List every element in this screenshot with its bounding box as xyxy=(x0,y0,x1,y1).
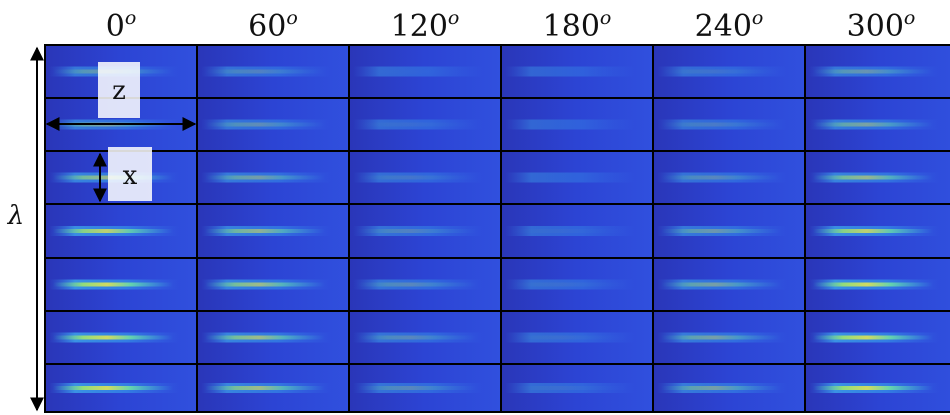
signal-core xyxy=(661,335,781,340)
signal-core xyxy=(813,282,933,287)
signal-core xyxy=(53,335,173,340)
signal-core xyxy=(357,386,477,390)
header-value: 240 xyxy=(695,9,752,44)
column-header: 0o xyxy=(106,7,137,44)
header-value: 180 xyxy=(543,9,600,44)
column-headers: 0o 60o 120o 180o 240o 300o xyxy=(106,7,916,44)
signal-core xyxy=(813,69,933,74)
signal-core xyxy=(357,335,477,340)
header-superscript: o xyxy=(125,7,136,29)
signal-core xyxy=(509,229,629,233)
column-header: 60o xyxy=(248,7,298,44)
signal-glow xyxy=(505,172,635,183)
cell-border xyxy=(804,363,950,413)
signal-core xyxy=(813,386,933,390)
signal-core xyxy=(661,69,781,74)
column-header: 240o xyxy=(695,7,764,44)
header-value: 60 xyxy=(248,9,286,44)
header-superscript: o xyxy=(600,7,611,29)
x-label-box xyxy=(108,147,152,201)
signal-core xyxy=(205,386,325,390)
signal-core xyxy=(813,175,933,180)
header-superscript: o xyxy=(286,7,297,29)
x-label: x xyxy=(123,161,138,191)
signal-core xyxy=(509,335,629,340)
header-superscript: o xyxy=(752,7,763,29)
wavelength-label: λ xyxy=(7,201,24,231)
signal-core xyxy=(205,282,325,287)
signal-core xyxy=(205,335,325,340)
signal-core xyxy=(813,229,933,233)
signal-core xyxy=(357,122,477,127)
header-superscript: o xyxy=(448,7,459,29)
header-value: 300 xyxy=(847,9,904,44)
signal-core xyxy=(813,335,933,340)
signal-core xyxy=(53,282,173,287)
signal-core xyxy=(205,175,325,180)
signal-core xyxy=(661,122,781,127)
column-header: 180o xyxy=(543,7,612,44)
signal-core xyxy=(53,229,173,233)
header-superscript: o xyxy=(904,7,915,29)
column-header: 300o xyxy=(847,7,916,44)
signal-core xyxy=(357,229,477,233)
header-value: 120 xyxy=(391,9,448,44)
signal-core xyxy=(509,386,629,390)
signal-glow xyxy=(505,119,635,130)
signal-core xyxy=(357,282,477,287)
signal-core xyxy=(661,175,781,180)
header-value: 0 xyxy=(106,9,125,44)
signal-core xyxy=(205,122,325,127)
signal-core xyxy=(661,386,781,390)
signal-glow xyxy=(505,66,635,77)
signal-core xyxy=(357,70,477,74)
signal-core xyxy=(509,282,629,287)
signal-glow xyxy=(353,66,483,77)
signal-core xyxy=(661,282,781,287)
z-label-box xyxy=(98,62,140,118)
column-header: 120o xyxy=(391,7,460,44)
signal-core xyxy=(205,229,325,233)
signal-core xyxy=(813,122,933,127)
z-label: z xyxy=(112,76,126,106)
signal-core xyxy=(53,386,173,390)
signal-core xyxy=(357,175,477,180)
signal-glow xyxy=(505,226,635,236)
signal-core xyxy=(205,69,325,74)
signal-core xyxy=(661,229,781,233)
image-grid xyxy=(44,44,950,413)
